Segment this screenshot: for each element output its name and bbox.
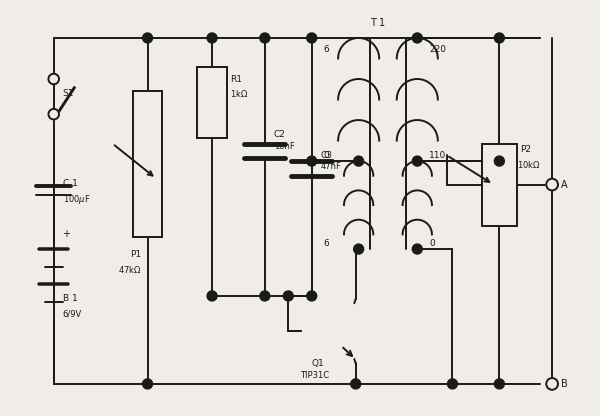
FancyBboxPatch shape [482,144,517,225]
Circle shape [307,291,317,301]
Text: 10nF: 10nF [274,142,295,151]
Text: C3: C3 [320,151,332,160]
Circle shape [143,379,152,389]
Text: 100$\mu$F: 100$\mu$F [62,193,90,206]
Text: B: B [561,379,568,389]
Circle shape [303,299,367,364]
Text: P2: P2 [520,145,531,154]
Circle shape [207,33,217,43]
Circle shape [546,378,558,390]
Text: 47nF: 47nF [320,163,341,171]
FancyBboxPatch shape [197,67,227,138]
Text: C2: C2 [274,130,286,139]
Text: 6: 6 [323,239,329,248]
Circle shape [412,244,422,254]
Text: +: + [62,229,71,239]
Text: 47k$\Omega$: 47k$\Omega$ [118,264,142,275]
Circle shape [260,33,270,43]
Text: T 1: T 1 [370,18,385,28]
Circle shape [494,33,505,43]
Text: 110: 110 [429,151,446,160]
Circle shape [283,291,293,301]
Circle shape [412,156,422,166]
Circle shape [448,379,457,389]
Text: A: A [561,180,568,190]
Text: Q1: Q1 [312,359,325,368]
Text: 6: 6 [323,45,329,54]
Circle shape [307,33,317,43]
Text: 220: 220 [429,45,446,54]
Circle shape [143,33,152,43]
Text: 0: 0 [429,239,435,248]
Circle shape [49,74,59,84]
Text: 6/9V: 6/9V [62,309,82,318]
Text: P1: P1 [130,250,141,260]
Circle shape [307,156,317,166]
Circle shape [494,379,505,389]
Text: B 1: B 1 [62,295,77,303]
Text: 0: 0 [323,151,329,160]
Text: R1: R1 [230,74,242,84]
Circle shape [353,156,364,166]
Circle shape [351,379,361,389]
Circle shape [207,291,217,301]
Circle shape [412,33,422,43]
Text: C 1: C 1 [62,179,77,188]
Circle shape [260,291,270,301]
Text: TIP31C: TIP31C [300,371,329,380]
Circle shape [494,156,505,166]
Text: 1k$\Omega$: 1k$\Omega$ [230,88,248,99]
Circle shape [49,109,59,119]
Circle shape [353,244,364,254]
Text: S1: S1 [62,89,74,98]
Text: 10k$\Omega$: 10k$\Omega$ [517,158,541,170]
FancyBboxPatch shape [133,91,162,237]
Circle shape [546,179,558,191]
